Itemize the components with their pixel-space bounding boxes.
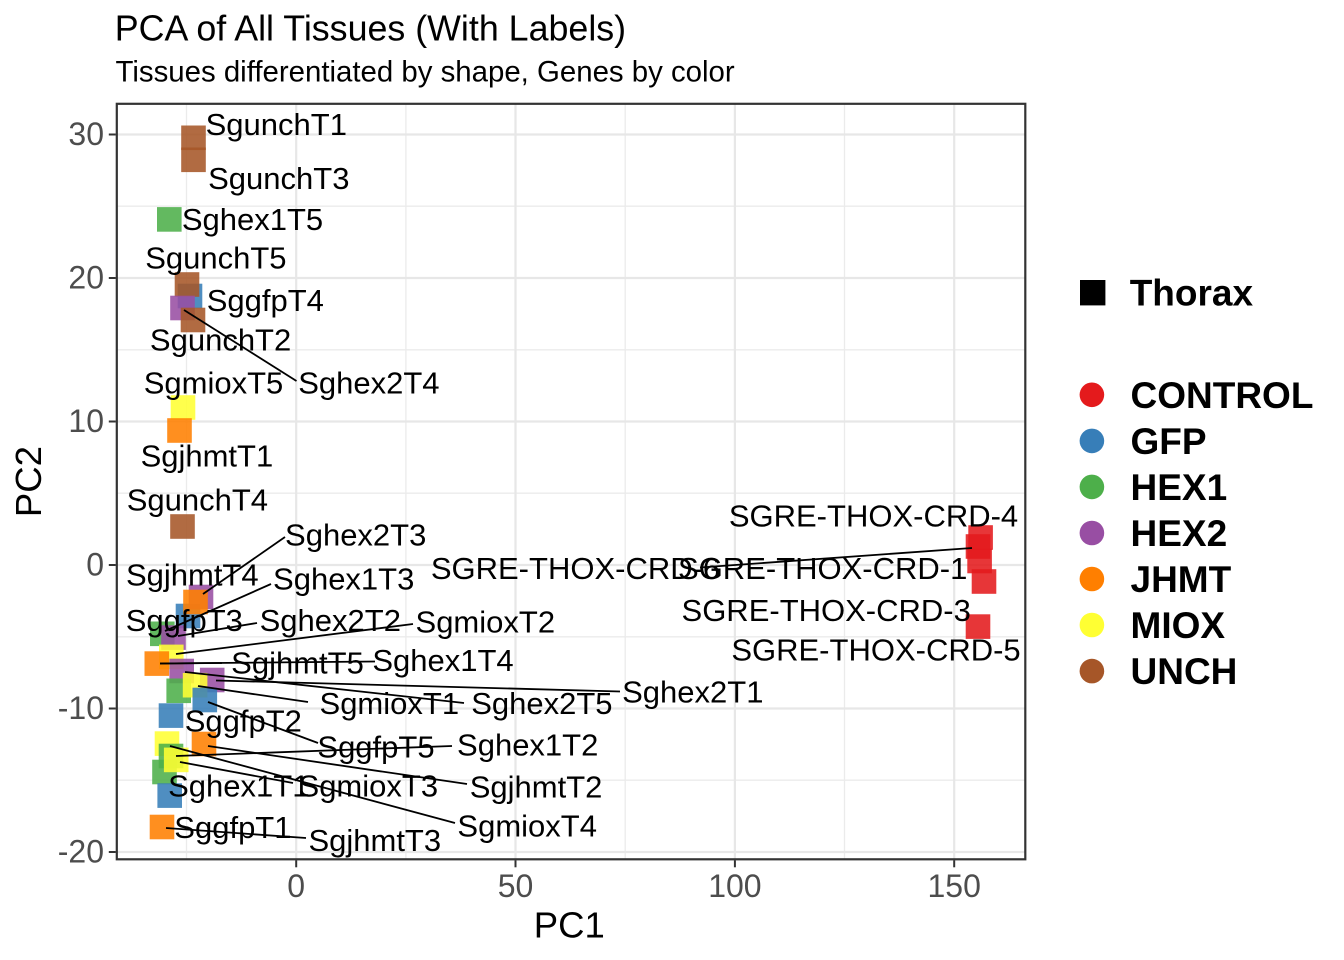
svg-text:SggfpT4: SggfpT4 bbox=[207, 283, 324, 318]
svg-text:HEX1: HEX1 bbox=[1131, 467, 1228, 508]
svg-text:SgjhmtT4: SgjhmtT4 bbox=[126, 557, 259, 592]
svg-text:Sghex1T1: Sghex1T1 bbox=[168, 768, 309, 803]
svg-text:SggfpT1: SggfpT1 bbox=[174, 810, 291, 845]
svg-text:Tissues differentiated by shap: Tissues differentiated by shape, Genes b… bbox=[116, 56, 735, 89]
svg-text:Sghex2T5: Sghex2T5 bbox=[471, 686, 612, 721]
svg-text:SgjhmtT2: SgjhmtT2 bbox=[470, 770, 603, 805]
svg-text:MIOX: MIOX bbox=[1131, 605, 1226, 646]
svg-text:150: 150 bbox=[928, 868, 981, 904]
svg-text:SgjhmtT5: SgjhmtT5 bbox=[231, 646, 364, 681]
svg-text:0: 0 bbox=[287, 868, 305, 904]
svg-text:UNCH: UNCH bbox=[1131, 651, 1238, 692]
svg-text:10: 10 bbox=[68, 403, 104, 439]
svg-text:SggfpT2: SggfpT2 bbox=[185, 704, 302, 739]
svg-text:GFP: GFP bbox=[1131, 421, 1207, 462]
svg-text:SggfpT5: SggfpT5 bbox=[317, 729, 434, 764]
svg-text:PC1: PC1 bbox=[534, 905, 605, 946]
svg-text:SgunchT2: SgunchT2 bbox=[150, 323, 291, 358]
svg-text:20: 20 bbox=[68, 260, 104, 296]
svg-text:Sghex1T3: Sghex1T3 bbox=[273, 561, 414, 596]
svg-text:PC2: PC2 bbox=[8, 446, 49, 517]
svg-text:SgmioxT5: SgmioxT5 bbox=[144, 365, 284, 400]
svg-text:PCA of All Tissues (With Label: PCA of All Tissues (With Labels) bbox=[115, 9, 626, 49]
svg-text:SGRE-THOX-CRD-6: SGRE-THOX-CRD-6 bbox=[431, 551, 720, 586]
svg-text:JHMT: JHMT bbox=[1131, 559, 1232, 600]
svg-text:CONTROL: CONTROL bbox=[1131, 375, 1314, 416]
svg-text:0: 0 bbox=[86, 547, 104, 583]
svg-text:SGRE-THOX-CRD-5: SGRE-THOX-CRD-5 bbox=[731, 633, 1020, 668]
svg-text:SGRE-THOX-CRD-4: SGRE-THOX-CRD-4 bbox=[729, 499, 1018, 534]
svg-text:SggfpT3: SggfpT3 bbox=[126, 603, 243, 638]
svg-text:Sghex1T4: Sghex1T4 bbox=[372, 643, 513, 678]
svg-text:SgunchT5: SgunchT5 bbox=[145, 241, 286, 276]
svg-text:30: 30 bbox=[68, 116, 104, 152]
svg-text:Sghex1T5: Sghex1T5 bbox=[182, 202, 323, 237]
svg-text:50: 50 bbox=[498, 868, 534, 904]
svg-text:SgmioxT2: SgmioxT2 bbox=[416, 605, 556, 640]
svg-text:-20: -20 bbox=[58, 834, 104, 870]
svg-text:SgjhmtT1: SgjhmtT1 bbox=[141, 439, 274, 474]
svg-text:Sghex2T3: Sghex2T3 bbox=[285, 517, 426, 552]
svg-text:Sghex2T2: Sghex2T2 bbox=[260, 603, 401, 638]
svg-text:HEX2: HEX2 bbox=[1131, 513, 1228, 554]
svg-text:Thorax: Thorax bbox=[1130, 273, 1254, 314]
svg-text:Sghex2T4: Sghex2T4 bbox=[298, 365, 439, 400]
svg-text:SgmioxT4: SgmioxT4 bbox=[457, 809, 597, 844]
svg-text:Sghex1T2: Sghex1T2 bbox=[457, 728, 598, 763]
svg-text:SGRE-THOX-CRD-3: SGRE-THOX-CRD-3 bbox=[682, 593, 971, 628]
svg-text:SGRE-THOX-CRD-1: SGRE-THOX-CRD-1 bbox=[678, 551, 967, 586]
svg-text:Sghex2T1: Sghex2T1 bbox=[622, 674, 763, 709]
svg-text:SgjhmtT3: SgjhmtT3 bbox=[308, 823, 441, 858]
svg-text:SgmioxT3: SgmioxT3 bbox=[299, 768, 439, 803]
svg-text:SgunchT3: SgunchT3 bbox=[208, 161, 349, 196]
svg-text:SgunchT1: SgunchT1 bbox=[206, 107, 347, 142]
svg-text:SgmioxT1: SgmioxT1 bbox=[320, 686, 460, 721]
svg-text:-10: -10 bbox=[58, 690, 104, 726]
svg-text:100: 100 bbox=[708, 868, 761, 904]
svg-text:SgunchT4: SgunchT4 bbox=[127, 483, 268, 518]
